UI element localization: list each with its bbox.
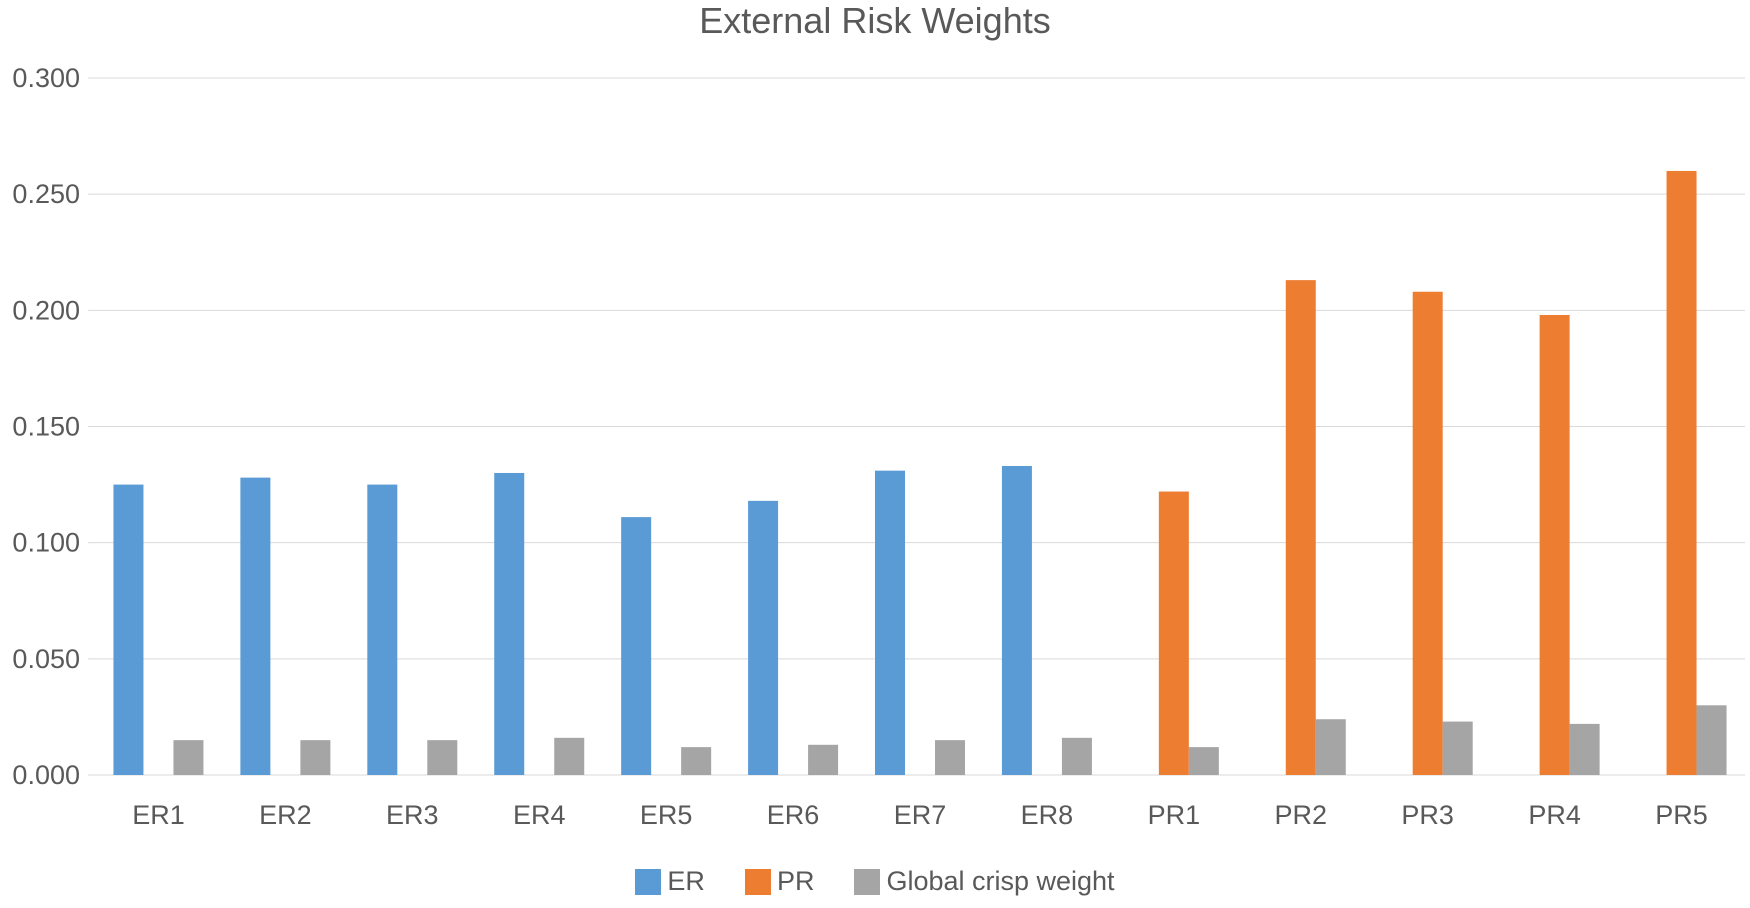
- bar-er-er4: [494, 472, 525, 775]
- y-tick-label: 0.100: [12, 528, 80, 558]
- bar-er-er6: [748, 500, 779, 775]
- bar-global-crisp-weight-er7: [935, 740, 965, 775]
- bar-global-crisp-weight-pr3: [1442, 721, 1473, 775]
- bar-pr-pr2: [1285, 280, 1316, 775]
- bar-er-er8: [1001, 465, 1032, 775]
- chart-legend: ER PR Global crisp weight: [0, 866, 1750, 897]
- bar-er-er1: [113, 484, 144, 775]
- legend-item-global-crisp-weight: Global crisp weight: [854, 866, 1115, 897]
- legend-swatch-er: [635, 868, 662, 895]
- x-axis-label: ER7: [894, 800, 947, 830]
- legend-label-global-crisp-weight: Global crisp weight: [886, 866, 1115, 896]
- bar-global-crisp-weight-pr5: [1696, 705, 1727, 775]
- x-axis-label: PR3: [1401, 800, 1454, 830]
- y-tick-label: 0.200: [12, 295, 80, 325]
- bar-global-crisp-weight-pr2: [1315, 719, 1346, 775]
- legend-item-pr: PR: [744, 866, 815, 897]
- bar-global-crisp-weight-er6: [808, 744, 839, 775]
- y-tick-label: 0.300: [12, 63, 80, 93]
- bar-pr-pr4: [1539, 314, 1570, 775]
- x-axis-label: ER3: [386, 800, 439, 830]
- x-axis-label: ER4: [513, 800, 566, 830]
- bar-chart: 0.000 0.050 0.100 0.150 0.200 0.250 0.300 ER1 ER…: [12, 0, 1745, 830]
- bar-global-crisp-weight-er8: [1061, 737, 1092, 775]
- bar-pr-pr5: [1666, 170, 1697, 775]
- bar-er-er5: [621, 517, 652, 775]
- x-axis-label: PR5: [1655, 800, 1708, 830]
- bar-global-crisp-weight-pr4: [1569, 723, 1600, 775]
- bar-global-crisp-weight-er3: [427, 740, 458, 775]
- y-tick-label: 0.000: [12, 760, 80, 790]
- x-axis-label: PR1: [1148, 800, 1201, 830]
- legend-label-er: ER: [667, 866, 705, 896]
- bar-global-crisp-weight-er4: [554, 737, 585, 775]
- x-axis-label: ER8: [1021, 800, 1074, 830]
- plot-area: 0.000 0.050 0.100 0.150 0.200 0.250 0.300 ER1 ER…: [12, 63, 1745, 830]
- bar-global-crisp-weight-er1: [173, 740, 204, 775]
- bar-er-er2: [240, 477, 271, 775]
- bar-er-er7: [875, 470, 905, 775]
- y-tick-label: 0.150: [12, 412, 80, 442]
- x-axis-label: ER6: [767, 800, 820, 830]
- bar-global-crisp-weight-pr1: [1188, 747, 1219, 775]
- x-axis-label: ER1: [132, 800, 185, 830]
- legend-label-pr: PR: [776, 866, 815, 896]
- x-axis-label: ER5: [640, 800, 693, 830]
- bar-pr-pr1: [1158, 491, 1189, 775]
- legend-swatch-global-crisp-weight: [854, 868, 881, 895]
- x-axis-label: PR4: [1528, 800, 1581, 830]
- chart-title: External Risk Weights: [699, 0, 1050, 41]
- legend-item-er: ER: [635, 866, 705, 897]
- bar-er-er3: [367, 484, 398, 775]
- legend-swatch-pr: [744, 868, 771, 895]
- x-axis-label: PR2: [1275, 800, 1328, 830]
- bar-global-crisp-weight-er2: [300, 740, 331, 775]
- bar-pr-pr3: [1412, 291, 1443, 775]
- y-tick-label: 0.250: [12, 179, 80, 209]
- y-tick-label: 0.050: [12, 644, 80, 674]
- bar-global-crisp-weight-er5: [681, 747, 712, 775]
- x-axis-label: ER2: [259, 800, 312, 830]
